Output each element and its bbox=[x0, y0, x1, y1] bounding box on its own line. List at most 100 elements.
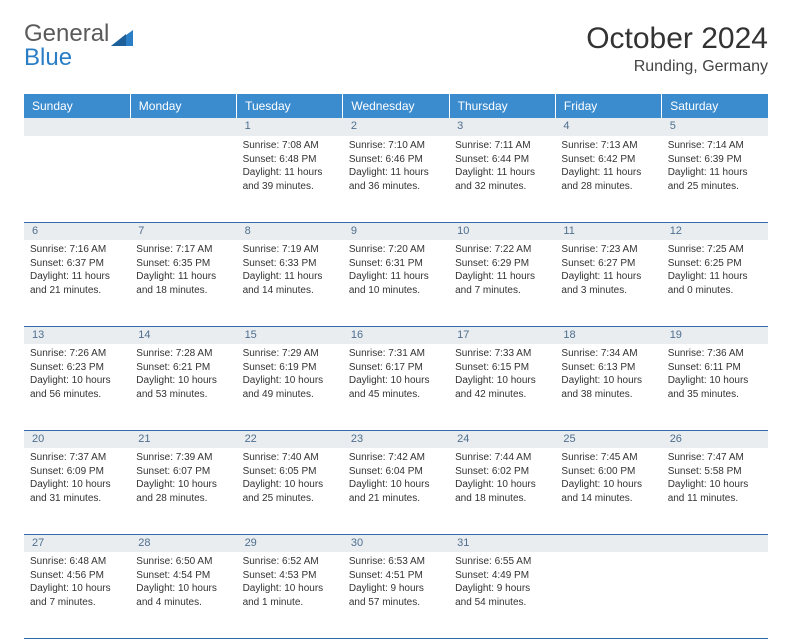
day-details: Sunrise: 7:33 AMSunset: 6:15 PMDaylight:… bbox=[449, 344, 555, 405]
sunset-line: Sunset: 6:42 PM bbox=[561, 153, 655, 167]
day-details: Sunrise: 7:25 AMSunset: 6:25 PMDaylight:… bbox=[662, 240, 768, 301]
daylight-line: Daylight: 11 hours and 18 minutes. bbox=[136, 270, 230, 297]
day-number-cell: 2 bbox=[343, 118, 449, 136]
sunset-line: Sunset: 6:04 PM bbox=[349, 465, 443, 479]
daylight-line: Daylight: 11 hours and 21 minutes. bbox=[30, 270, 124, 297]
daylight-line: Daylight: 10 hours and 11 minutes. bbox=[668, 478, 762, 505]
day-number-cell: 7 bbox=[130, 222, 236, 240]
day-number-cell bbox=[24, 118, 130, 136]
day-number-cell: 26 bbox=[662, 430, 768, 448]
sunrise-line: Sunrise: 7:44 AM bbox=[455, 451, 549, 465]
calendar-body: 12345Sunrise: 7:08 AMSunset: 6:48 PMDayl… bbox=[24, 118, 768, 638]
day-details: Sunrise: 6:50 AMSunset: 4:54 PMDaylight:… bbox=[130, 552, 236, 613]
weekday-header-row: Sunday Monday Tuesday Wednesday Thursday… bbox=[24, 94, 768, 118]
day-details: Sunrise: 7:26 AMSunset: 6:23 PMDaylight:… bbox=[24, 344, 130, 405]
daylight-line: Daylight: 10 hours and 4 minutes. bbox=[136, 582, 230, 609]
daylight-line: Daylight: 11 hours and 25 minutes. bbox=[668, 166, 762, 193]
logo-text-2: Blue bbox=[24, 46, 133, 70]
day-body-cell: Sunrise: 7:45 AMSunset: 6:00 PMDaylight:… bbox=[555, 448, 661, 534]
day-details: Sunrise: 7:34 AMSunset: 6:13 PMDaylight:… bbox=[555, 344, 661, 405]
day-body-cell: Sunrise: 7:40 AMSunset: 6:05 PMDaylight:… bbox=[237, 448, 343, 534]
day-body-cell: Sunrise: 7:39 AMSunset: 6:07 PMDaylight:… bbox=[130, 448, 236, 534]
day-number-cell: 17 bbox=[449, 326, 555, 344]
daylight-line: Daylight: 10 hours and 21 minutes. bbox=[349, 478, 443, 505]
daylight-line: Daylight: 10 hours and 28 minutes. bbox=[136, 478, 230, 505]
sunrise-line: Sunrise: 7:20 AM bbox=[349, 243, 443, 257]
day-number-cell: 1 bbox=[237, 118, 343, 136]
day-number-cell: 12 bbox=[662, 222, 768, 240]
sunset-line: Sunset: 6:29 PM bbox=[455, 257, 549, 271]
sunset-line: Sunset: 6:19 PM bbox=[243, 361, 337, 375]
day-details: Sunrise: 7:36 AMSunset: 6:11 PMDaylight:… bbox=[662, 344, 768, 405]
day-number-cell: 28 bbox=[130, 534, 236, 552]
daylight-line: Daylight: 10 hours and 25 minutes. bbox=[243, 478, 337, 505]
daylight-line: Daylight: 11 hours and 14 minutes. bbox=[243, 270, 337, 297]
sunrise-line: Sunrise: 6:53 AM bbox=[349, 555, 443, 569]
day-details: Sunrise: 6:53 AMSunset: 4:51 PMDaylight:… bbox=[343, 552, 449, 613]
day-number-cell: 18 bbox=[555, 326, 661, 344]
day-details: Sunrise: 7:13 AMSunset: 6:42 PMDaylight:… bbox=[555, 136, 661, 197]
day-body-cell bbox=[662, 552, 768, 638]
week-row: Sunrise: 6:48 AMSunset: 4:56 PMDaylight:… bbox=[24, 552, 768, 638]
sunset-line: Sunset: 4:53 PM bbox=[243, 569, 337, 583]
daylight-line: Daylight: 11 hours and 28 minutes. bbox=[561, 166, 655, 193]
col-monday: Monday bbox=[130, 94, 236, 118]
sunrise-line: Sunrise: 7:31 AM bbox=[349, 347, 443, 361]
sunrise-line: Sunrise: 7:11 AM bbox=[455, 139, 549, 153]
day-details: Sunrise: 6:52 AMSunset: 4:53 PMDaylight:… bbox=[237, 552, 343, 613]
sunset-line: Sunset: 5:58 PM bbox=[668, 465, 762, 479]
day-number-cell bbox=[662, 534, 768, 552]
day-body-cell: Sunrise: 6:50 AMSunset: 4:54 PMDaylight:… bbox=[130, 552, 236, 638]
day-number-cell: 16 bbox=[343, 326, 449, 344]
daylight-line: Daylight: 10 hours and 49 minutes. bbox=[243, 374, 337, 401]
daylight-line: Daylight: 10 hours and 38 minutes. bbox=[561, 374, 655, 401]
day-number-cell: 6 bbox=[24, 222, 130, 240]
daynum-row: 13141516171819 bbox=[24, 326, 768, 344]
sunset-line: Sunset: 6:39 PM bbox=[668, 153, 762, 167]
sunrise-line: Sunrise: 7:39 AM bbox=[136, 451, 230, 465]
day-body-cell bbox=[24, 136, 130, 222]
col-saturday: Saturday bbox=[662, 94, 768, 118]
sunrise-line: Sunrise: 7:34 AM bbox=[561, 347, 655, 361]
day-number-cell: 21 bbox=[130, 430, 236, 448]
week-row: Sunrise: 7:16 AMSunset: 6:37 PMDaylight:… bbox=[24, 240, 768, 326]
daylight-line: Daylight: 10 hours and 31 minutes. bbox=[30, 478, 124, 505]
day-details: Sunrise: 7:31 AMSunset: 6:17 PMDaylight:… bbox=[343, 344, 449, 405]
day-body-cell: Sunrise: 6:53 AMSunset: 4:51 PMDaylight:… bbox=[343, 552, 449, 638]
day-details: Sunrise: 7:16 AMSunset: 6:37 PMDaylight:… bbox=[24, 240, 130, 301]
sunset-line: Sunset: 6:05 PM bbox=[243, 465, 337, 479]
day-details: Sunrise: 7:10 AMSunset: 6:46 PMDaylight:… bbox=[343, 136, 449, 197]
month-title: October 2024 bbox=[586, 22, 768, 56]
sunset-line: Sunset: 6:33 PM bbox=[243, 257, 337, 271]
header: GeneralBlue October 2024 Runding, German… bbox=[24, 22, 768, 76]
logo: GeneralBlue bbox=[24, 22, 133, 70]
day-number-cell bbox=[130, 118, 236, 136]
daylight-line: Daylight: 10 hours and 18 minutes. bbox=[455, 478, 549, 505]
sunrise-line: Sunrise: 7:47 AM bbox=[668, 451, 762, 465]
day-body-cell: Sunrise: 7:29 AMSunset: 6:19 PMDaylight:… bbox=[237, 344, 343, 430]
day-details: Sunrise: 7:11 AMSunset: 6:44 PMDaylight:… bbox=[449, 136, 555, 197]
sunset-line: Sunset: 6:00 PM bbox=[561, 465, 655, 479]
day-number-cell: 30 bbox=[343, 534, 449, 552]
calendar-table: Sunday Monday Tuesday Wednesday Thursday… bbox=[24, 94, 768, 639]
day-body-cell: Sunrise: 7:17 AMSunset: 6:35 PMDaylight:… bbox=[130, 240, 236, 326]
day-body-cell: Sunrise: 7:10 AMSunset: 6:46 PMDaylight:… bbox=[343, 136, 449, 222]
day-details: Sunrise: 7:08 AMSunset: 6:48 PMDaylight:… bbox=[237, 136, 343, 197]
week-row: Sunrise: 7:37 AMSunset: 6:09 PMDaylight:… bbox=[24, 448, 768, 534]
day-number-cell: 4 bbox=[555, 118, 661, 136]
daylight-line: Daylight: 10 hours and 35 minutes. bbox=[668, 374, 762, 401]
sunrise-line: Sunrise: 7:42 AM bbox=[349, 451, 443, 465]
sunset-line: Sunset: 6:17 PM bbox=[349, 361, 443, 375]
day-number-cell: 22 bbox=[237, 430, 343, 448]
day-body-cell: Sunrise: 6:55 AMSunset: 4:49 PMDaylight:… bbox=[449, 552, 555, 638]
sunrise-line: Sunrise: 7:40 AM bbox=[243, 451, 337, 465]
sunrise-line: Sunrise: 7:14 AM bbox=[668, 139, 762, 153]
daylight-line: Daylight: 10 hours and 14 minutes. bbox=[561, 478, 655, 505]
sunset-line: Sunset: 6:09 PM bbox=[30, 465, 124, 479]
sunset-line: Sunset: 6:35 PM bbox=[136, 257, 230, 271]
sunset-line: Sunset: 6:15 PM bbox=[455, 361, 549, 375]
col-sunday: Sunday bbox=[24, 94, 130, 118]
daylight-line: Daylight: 11 hours and 3 minutes. bbox=[561, 270, 655, 297]
day-body-cell: Sunrise: 7:42 AMSunset: 6:04 PMDaylight:… bbox=[343, 448, 449, 534]
location: Runding, Germany bbox=[586, 58, 768, 76]
